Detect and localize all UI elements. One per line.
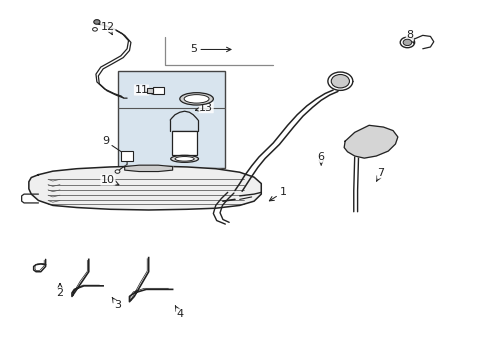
- Text: 4: 4: [175, 306, 183, 319]
- Text: 3: 3: [112, 297, 121, 310]
- Ellipse shape: [94, 20, 100, 24]
- Ellipse shape: [115, 170, 120, 173]
- Text: 12: 12: [101, 22, 115, 35]
- Ellipse shape: [92, 28, 97, 31]
- Ellipse shape: [399, 37, 414, 48]
- Text: 13: 13: [195, 103, 213, 113]
- Polygon shape: [344, 125, 397, 158]
- Polygon shape: [124, 165, 172, 171]
- Ellipse shape: [327, 72, 352, 90]
- Bar: [153, 87, 163, 94]
- Text: 1: 1: [269, 187, 286, 201]
- FancyBboxPatch shape: [117, 71, 225, 168]
- Ellipse shape: [402, 39, 411, 46]
- Ellipse shape: [170, 155, 198, 162]
- Polygon shape: [29, 166, 261, 210]
- Bar: [146, 88, 153, 93]
- Text: 7: 7: [376, 168, 384, 181]
- Bar: [171, 131, 196, 155]
- Text: 10: 10: [101, 175, 119, 185]
- Text: 2: 2: [56, 283, 63, 298]
- Ellipse shape: [175, 157, 194, 161]
- Text: 5: 5: [190, 45, 230, 54]
- Text: 6: 6: [317, 152, 324, 166]
- Text: 9: 9: [102, 136, 128, 157]
- Ellipse shape: [330, 75, 349, 88]
- Text: 8: 8: [406, 30, 413, 44]
- Ellipse shape: [184, 95, 208, 103]
- Ellipse shape: [180, 93, 213, 105]
- Bar: [121, 152, 133, 161]
- Text: 11: 11: [134, 85, 157, 95]
